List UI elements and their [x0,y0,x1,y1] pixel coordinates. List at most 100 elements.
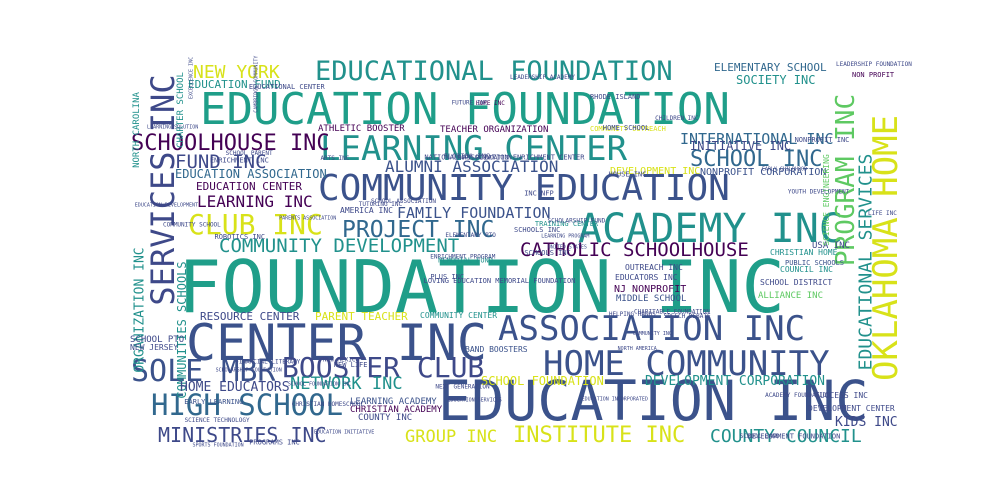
word-56: ALLIANCE INC [758,291,823,301]
word-49: DEVELOPMENT INC [610,166,700,177]
word-15: PROGRAM INC [831,94,861,266]
word-138: EXCELLENCE INC [189,57,195,99]
word-102: SCIENCE TECHNOLOGY [185,417,250,424]
word-107: SCHOOL PARENT [226,150,273,157]
word-63: SUCCESS INC [815,391,868,400]
word-100: FINANCIAL LITERACY [235,359,300,366]
word-30: NETWORK INC [290,374,403,394]
word-99: INC NFP [524,190,554,198]
word-10: SERVICES INC [144,74,182,305]
word-51: MIDDLE SCHOOL [616,294,686,304]
word-50: NJ NONPROFIT [614,284,686,295]
word-17: PROJECT INC [342,217,494,243]
word-136: SCHOOL FOUNDATION INC [288,382,351,388]
word-29: COUNTY COUNCIL [710,426,862,447]
word-87: RHODE ISLAND [590,93,641,101]
word-96: HOUSE INC [609,171,647,179]
word-44: PARENT TEACHER [315,310,408,323]
word-23: EDUCATIONAL SERVICES [855,154,876,371]
word-42: EDUCATION CENTER [196,180,302,193]
word-109: COMMUNITY SCHOOL [163,222,221,229]
word-53: LEARNING ACADEMY [350,397,437,407]
word-128: SPORTS FOUNDATION [193,442,244,448]
word-38: SCHOOL FOUNDATION [481,374,604,388]
word-126: EDUCATION DEVELOPMENT [135,203,198,209]
word-118: SCHOOL BAND [740,433,780,440]
word-37: DEVELOPMENT CORPORATION [645,374,825,389]
word-134: COMMUNITY INC [633,331,672,337]
word-59: SCHOOL PTO [130,335,184,345]
word-80: LEADERSHIP FOUNDATION [836,61,912,68]
word-9: OKLAHOMA HOME [866,115,906,381]
word-108: FUTURE INC [452,99,489,106]
word-88: NATIONAL ASSOCIATION ENRICHMENT CENTER [424,153,585,161]
word-36: HOME EDUCATORS [180,380,290,395]
word-75: COMMUNITY OUTREACH [590,125,666,133]
word-25: COMMUNITY DEVELOPMENT [219,235,459,257]
word-105: SCHOLARSHIP FUND [547,218,605,225]
word-131: SCHOLARSHIP FOUNDATION [216,367,282,373]
word-104: HOPE FOUNDATION [458,155,513,162]
word-94: NONPROFIT INC [795,136,850,144]
word-92: DEVELOPMENT FOUNDATION [748,433,841,441]
word-11: SOLE MBR [131,354,276,389]
word-91: EDUCATIONAL CENTER [249,83,326,91]
word-86: NEW LIFE [334,361,368,369]
word-3: CENTER INC [186,314,487,372]
word-81: LOVING EDUCATION MEMORIAL FOUNDATION [424,277,576,285]
word-20: SCHOOL INC [690,147,822,172]
word-90: SCHOOLS INC [524,249,570,257]
word-123: PARENTS ASSOCIATION [279,216,336,222]
word-65: EDUCATORS INC [615,273,678,282]
word-121: LEADERSHIP ACADEMY [510,74,575,81]
word-89: HOME SCHOOL [603,124,649,132]
word-78: LIFE INC [868,210,897,217]
word-54: BAND BOOSTERS [465,345,528,354]
word-7: ASSOCIATION INC [498,309,805,349]
word-55: COUNTY INC [358,413,412,423]
word-113: NEXT GENERATION [435,384,490,391]
word-117: NEW MEXICO [323,356,360,363]
word-72: NORTH CAROLINA [132,91,142,167]
word-24: CATHOLIC SCHOOLHOUSE [520,239,749,261]
word-79: NON PROFIT [852,71,895,79]
word-85: TRAINING CENTER [535,220,599,228]
word-41: SOCIETY INC [736,73,815,87]
word-16: CLUB INC [188,208,323,241]
word-34: ORGANIZATION INC [133,247,148,372]
word-97: PROGRAMS INC [249,439,300,447]
word-68: COUNCIL INC [780,265,833,274]
word-60: NEW JERSEY [130,343,178,352]
word-130: UNITED STATES [548,244,587,250]
word-4: LEARNING CENTER [320,129,628,169]
word-125: EDUCATION INITIATIVE [314,429,374,435]
word-35: COMMUNITIES SCHOOLS [175,261,189,398]
word-43: ELEMENTARY SCHOOL [714,61,827,74]
word-45: KIDS INC [835,415,898,430]
word-12: BOOSTER CLUB [282,351,484,384]
word-82: ENRICHMENT INC [210,157,269,165]
word-106: SPEECH DEBATE [664,313,711,320]
word-5: COMMUNITY EDUCATION [318,168,730,209]
word-110: HELPING HANDS [609,311,656,318]
word-101: SCHOOL ASSOCIATION [371,198,436,205]
word-119: ACADEMY FOUNDATION [765,392,830,399]
word-83: MEMORIAL FUND [438,256,493,264]
word-26: NEW YORK [193,62,280,83]
word-133: LEARNING SOLUTION [147,125,198,131]
word-40: EDUCATION ASSOCIATION [175,167,327,181]
word-124: NORTH AMERICA [618,346,657,352]
word-64: OUTREACH INC [625,263,683,272]
word-13: HIGH SCHOOL [151,388,343,422]
word-2: EDUCATION INC [438,369,868,433]
word-103: CHRISTIAN HOMESCHOOL [292,401,365,408]
word-52: CHRISTIAN ACADEMY [350,405,443,415]
word-61: ATHLETIC BOOSTER [318,124,405,134]
word-115: ARTS INC [320,155,349,162]
word-22: INSTITUTE INC [513,423,685,448]
word-66: USA INC [812,241,850,251]
word-46: RESOURCE CENTER [200,310,300,323]
word-114: ELEMENTARY PTO [445,232,496,239]
word-129: EDUCATION SERVICES [448,397,502,403]
